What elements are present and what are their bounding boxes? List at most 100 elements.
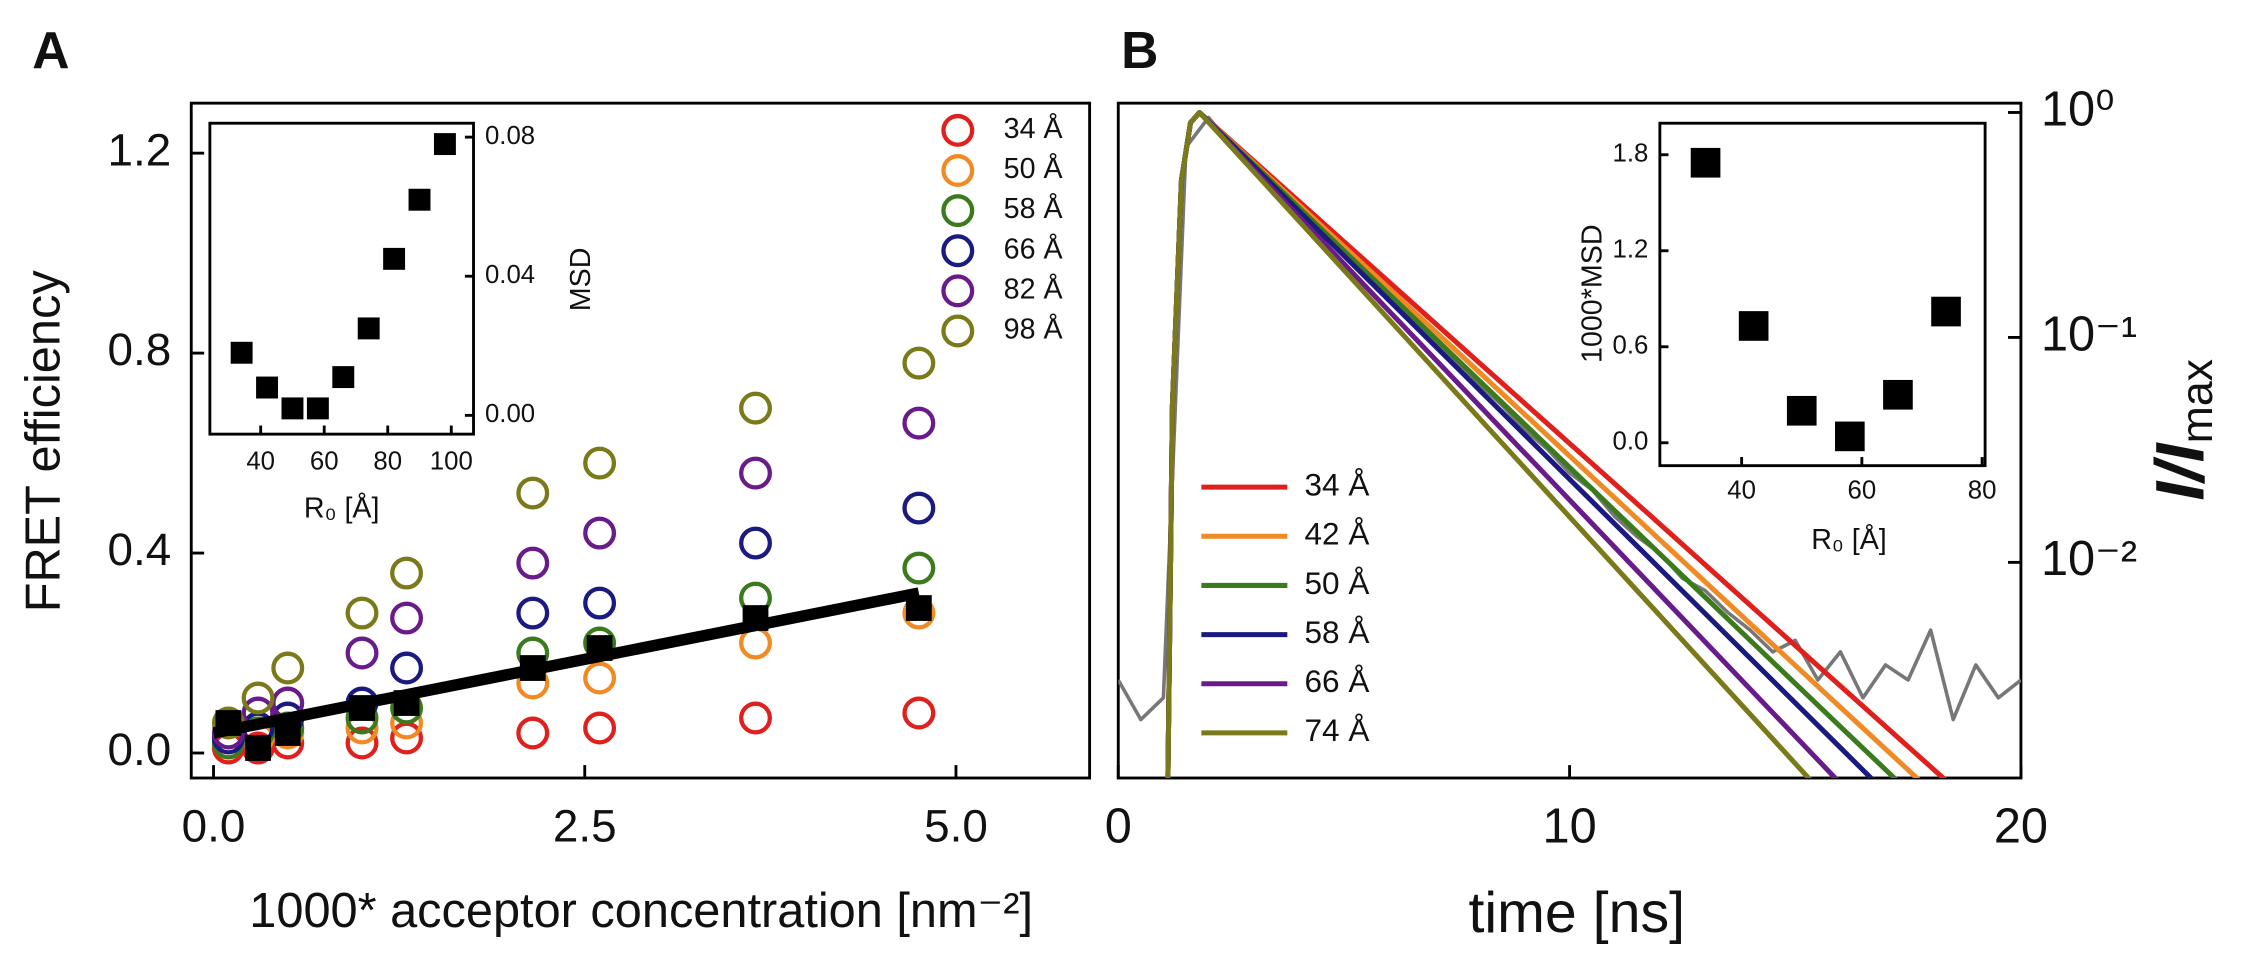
data-point bbox=[383, 247, 406, 270]
legend-swatch bbox=[941, 234, 975, 268]
data-point bbox=[739, 456, 772, 490]
legend-label: 50 Å bbox=[1305, 565, 1370, 601]
data-point bbox=[306, 397, 329, 420]
data-point bbox=[230, 341, 253, 364]
legend-label: 82 Å bbox=[1004, 272, 1064, 305]
x-tick-label: 100 bbox=[430, 448, 473, 476]
x-tick-label: 10 bbox=[1543, 799, 1597, 853]
data-point bbox=[516, 596, 550, 630]
x-tick-label: 2.5 bbox=[553, 801, 617, 852]
legend-label: 66 Å bbox=[1305, 663, 1370, 699]
y-axis-label-part: max bbox=[2173, 359, 2222, 443]
data-line bbox=[212, 587, 920, 739]
data-point bbox=[583, 661, 617, 695]
chart: 40 60 80 100 0.00 0.04 0.08 R₀ [Å] MSD bbox=[208, 121, 597, 525]
y-tick-label: 0.04 bbox=[485, 261, 535, 289]
legend-label: 50 Å bbox=[1004, 152, 1064, 185]
x-tick-label: 0 bbox=[1105, 799, 1132, 853]
plot-frame bbox=[189, 101, 1092, 780]
legend-label: 34 Å bbox=[1004, 112, 1064, 145]
data-point bbox=[1883, 379, 1913, 410]
data-point bbox=[271, 651, 305, 685]
data-point bbox=[408, 188, 431, 211]
y-tick-label: 0.08 bbox=[485, 122, 535, 150]
y-tick-label: 0.8 bbox=[107, 324, 171, 375]
x-tick-label: 80 bbox=[373, 448, 402, 476]
x-tick-label: 60 bbox=[310, 448, 339, 476]
data-point bbox=[1931, 296, 1961, 327]
plot-frame bbox=[1658, 121, 1987, 468]
data-point bbox=[345, 636, 379, 670]
y-tick-label: 0.6 bbox=[1613, 332, 1649, 360]
x-tick-label: 20 bbox=[1994, 799, 2048, 853]
data-layer bbox=[230, 133, 456, 420]
data-point bbox=[902, 551, 936, 585]
data-point bbox=[345, 596, 379, 630]
panel-label: B bbox=[1121, 21, 1158, 79]
data-point bbox=[739, 391, 772, 425]
data-point bbox=[1738, 311, 1769, 341]
data-point bbox=[1835, 421, 1865, 452]
x-tick-label: 80 bbox=[1968, 476, 1997, 504]
legend-label: 58 Å bbox=[1004, 192, 1064, 225]
data-point bbox=[516, 716, 550, 750]
data-point bbox=[332, 366, 355, 389]
legend-swatch bbox=[941, 154, 975, 187]
legend-label: 34 Å bbox=[1305, 466, 1370, 502]
data-point bbox=[516, 476, 550, 510]
legend-label: 66 Å bbox=[1004, 232, 1064, 265]
x-axis-label: R₀ [Å] bbox=[304, 492, 380, 525]
data-point bbox=[583, 516, 617, 550]
x-axis-label: time [ns] bbox=[1469, 881, 1686, 945]
data-point bbox=[390, 651, 424, 685]
y-tick-label: 1.8 bbox=[1613, 140, 1649, 168]
data-point bbox=[345, 726, 379, 760]
legend-label: 98 Å bbox=[1004, 313, 1064, 346]
data-point bbox=[390, 601, 424, 635]
data-point bbox=[433, 133, 456, 156]
y-axis-label: I/Imax bbox=[2142, 359, 2222, 501]
data-point bbox=[357, 317, 380, 340]
data-layer bbox=[1118, 109, 2021, 779]
data-point bbox=[241, 681, 275, 715]
x-tick-label: 40 bbox=[1727, 476, 1756, 504]
data-point bbox=[245, 735, 271, 761]
y-tick-label: 0.00 bbox=[485, 400, 535, 428]
legend-label: 58 Å bbox=[1305, 614, 1370, 650]
plot-frame bbox=[208, 121, 475, 436]
data-point bbox=[390, 556, 424, 590]
y-axis-label: 1000*MSD bbox=[1577, 224, 1609, 363]
data-point bbox=[1786, 395, 1817, 426]
legend-swatch bbox=[941, 113, 975, 147]
data-point bbox=[583, 586, 617, 620]
chart: B 0 10 20 10⁰ 10⁻¹ 10⁻² time [ns] I/Imax 34 Å 42 Å… bbox=[1105, 21, 2222, 945]
y-axis-label-part: I/I bbox=[2142, 442, 2219, 501]
x-axis-label: 1000* acceptor concentration [nm⁻²] bbox=[249, 884, 1033, 938]
y-tick-label: 1.2 bbox=[107, 124, 171, 175]
x-axis-label: R₀ [Å] bbox=[1811, 523, 1887, 556]
x-tick-label: 60 bbox=[1848, 476, 1877, 504]
y-tick-label: 1.2 bbox=[1613, 236, 1649, 264]
data-point bbox=[902, 346, 936, 380]
y-tick-label: 0.4 bbox=[107, 524, 171, 575]
data-point bbox=[739, 701, 772, 735]
legend-swatch bbox=[941, 314, 975, 348]
y-tick-label: 0.0 bbox=[107, 724, 171, 775]
y-tick-label: 0.0 bbox=[1613, 428, 1649, 456]
data-point bbox=[281, 397, 304, 420]
y-axis-label: FRET efficiency bbox=[16, 270, 70, 613]
data-point bbox=[902, 696, 936, 730]
y-tick-label: 10⁻² bbox=[2041, 532, 2137, 586]
data-layer bbox=[1690, 147, 1961, 452]
panel-label: A bbox=[32, 21, 69, 79]
chart: 40 60 80 0.0 0.6 1.2 1.8 R₀ [Å] 1000*MSD bbox=[1577, 121, 1997, 556]
data-line bbox=[1118, 115, 2021, 722]
y-axis-label: MSD bbox=[565, 248, 597, 312]
data-point bbox=[739, 526, 772, 560]
data-point bbox=[583, 446, 617, 480]
data-point bbox=[1690, 147, 1721, 178]
legend-swatch bbox=[941, 274, 975, 308]
data-layer bbox=[211, 346, 936, 765]
